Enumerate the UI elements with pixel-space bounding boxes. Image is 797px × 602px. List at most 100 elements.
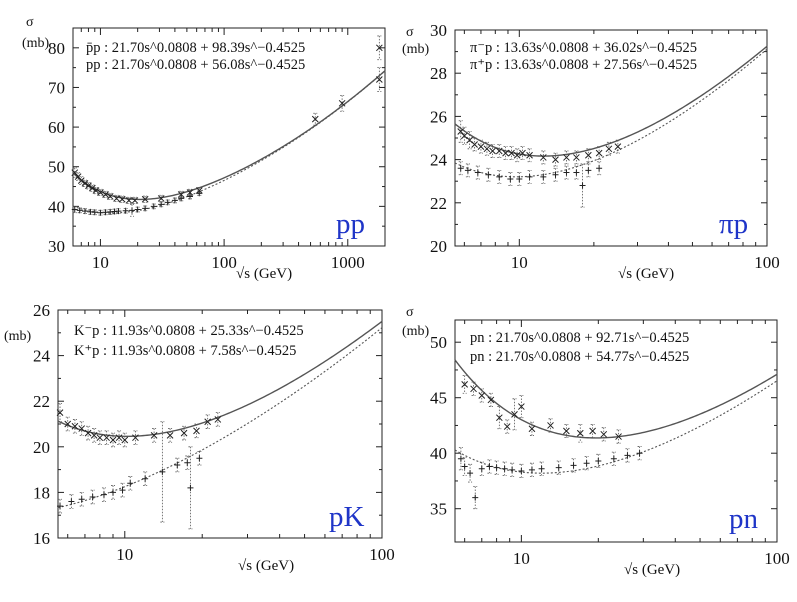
pp-data-point-plus: [97, 209, 104, 216]
pk-ticks: 16 18 20 22 24 26 10 100: [33, 301, 395, 564]
pk-data-point-plus: [89, 493, 96, 500]
pn-data-point-x: [470, 385, 477, 393]
pn-xtick-label: 10: [513, 549, 530, 568]
pk-data-point-plus: [57, 503, 64, 510]
pk-data-point-x: [103, 434, 110, 442]
pn-data-point-plus: [528, 466, 535, 473]
pn-fit-dotted-line: [454, 380, 778, 474]
pk-formula-2: K⁺p : 11.93s^0.0808 + 7.58s^−0.4525: [74, 343, 296, 359]
pp-xtick-label: 100: [211, 253, 237, 272]
pip-data-point-x: [526, 151, 533, 159]
pk-data-point-plus: [184, 459, 191, 466]
pp-data-point-x: [375, 44, 383, 52]
pip-data-point-x: [573, 154, 580, 161]
pip-data-point-x: [563, 154, 570, 161]
pip-data-point-x: [495, 147, 503, 155]
pp-ytick-label: 70: [48, 78, 65, 97]
pn-data-point-x: [547, 422, 554, 429]
pn-data-point-plus: [478, 465, 485, 472]
pp-ytick-label: 80: [48, 39, 65, 58]
pip-data-point-x: [477, 143, 485, 150]
pp-data-point-x: [74, 173, 82, 180]
pip-data-point-x: [502, 149, 509, 157]
pn-data-point-x: [563, 427, 570, 435]
panel-pip: σ (mb) 20 22 24 26 28 30 10 100 π⁻p : 13.63s^0.…: [402, 21, 780, 282]
pip-data-point-plus: [516, 176, 523, 183]
pip-data-point-plus: [563, 169, 570, 176]
pip-data-point-x: [489, 147, 496, 155]
pp-data-point-x: [97, 189, 104, 196]
pp-data-point-x: [177, 191, 185, 198]
pk-panel-tag: pK: [329, 501, 365, 533]
pn-ticks: 35 40 45 50 10 100: [430, 320, 790, 568]
pk-data-point-plus: [100, 491, 107, 498]
pp-data-point-plus: [81, 208, 88, 215]
pip-fit-dotted-line: [454, 48, 768, 178]
pn-data-point-plus: [467, 470, 474, 477]
pn-ytick-label: 40: [430, 444, 447, 463]
pk-ytick-label: 24: [33, 347, 51, 366]
pip-xtick-label: 100: [754, 253, 780, 272]
pk-data-point-plus: [174, 462, 181, 469]
pn-xlabel: √s (GeV): [624, 562, 680, 578]
pip-plot-area: [454, 45, 768, 208]
pp-data-point-x: [77, 177, 85, 184]
pn-data-point-plus: [461, 463, 468, 470]
pip-data-point-plus: [457, 165, 464, 172]
pip-data-point-x: [614, 143, 622, 150]
pk-data-point-x: [64, 420, 72, 428]
pk-formula-1: K⁻p : 11.93s^0.0808 + 25.33s^−0.4525: [74, 323, 304, 339]
pp-data-point-plus: [115, 208, 122, 215]
pn-data-point-plus: [555, 464, 562, 471]
pp-data-point-plus: [171, 197, 178, 204]
pk-data-point-x: [96, 434, 104, 442]
pn-data-point-x: [615, 433, 622, 440]
pip-data-point-x: [471, 141, 478, 148]
pip-data-point-plus: [496, 173, 503, 180]
pip-data-point-x: [552, 156, 559, 163]
pp-data-point-x: [141, 195, 149, 203]
pn-ylabel-symbol: σ: [406, 305, 414, 320]
pn-data-point-plus: [509, 466, 516, 473]
pip-data-point-plus: [526, 173, 533, 180]
pp-data-point-x: [85, 182, 92, 190]
pip-data-point-plus: [596, 165, 603, 172]
pp-data-point-plus: [122, 207, 129, 214]
pp-fit-solid-line: [72, 70, 386, 201]
pp-data-point-plus: [142, 205, 149, 212]
pp-ticks: 30 40 50 60 70 80 10 100 1000: [48, 28, 386, 272]
pn-data-point-plus: [518, 467, 525, 474]
pp-data-point-plus: [178, 195, 185, 202]
pip-data-point-plus: [573, 169, 580, 176]
pk-ytick-label: 22: [33, 392, 50, 411]
pk-data-point-x: [78, 425, 86, 432]
pp-axes-frame: [72, 27, 386, 247]
pn-data-point-x: [461, 381, 469, 388]
pip-data-point-x: [461, 132, 468, 140]
pp-ytick-label: 40: [48, 197, 65, 216]
pn-data-point-x: [503, 423, 511, 430]
pk-data-point-x: [115, 434, 123, 442]
pk-data-point-x: [109, 436, 117, 444]
pn-data-point-plus: [636, 450, 643, 457]
pp-data-point-plus: [150, 203, 157, 210]
pk-plot-area: [56, 320, 383, 530]
pp-panel-tag: pp: [336, 208, 365, 240]
pp-ytick-label: 30: [48, 237, 65, 256]
pk-data-point-plus: [78, 496, 85, 503]
pp-data-point-x: [125, 197, 133, 204]
pn-panel-tag: pn: [729, 503, 759, 535]
pn-ytick-label: 35: [430, 500, 447, 519]
pk-data-point-x: [214, 416, 222, 423]
pk-data-point-plus: [196, 455, 203, 462]
pip-ylabel-unit: (mb): [402, 42, 430, 57]
pp-data-point-x: [113, 195, 120, 202]
pk-xtick-label: 100: [369, 545, 395, 564]
pp-plot-area: [71, 35, 386, 217]
pk-data-point-x: [90, 432, 98, 439]
pn-data-point-plus: [610, 455, 617, 462]
pp-data-point-x: [88, 184, 96, 192]
pn-data-point-plus: [501, 465, 508, 472]
pk-data-point-plus: [159, 468, 166, 475]
